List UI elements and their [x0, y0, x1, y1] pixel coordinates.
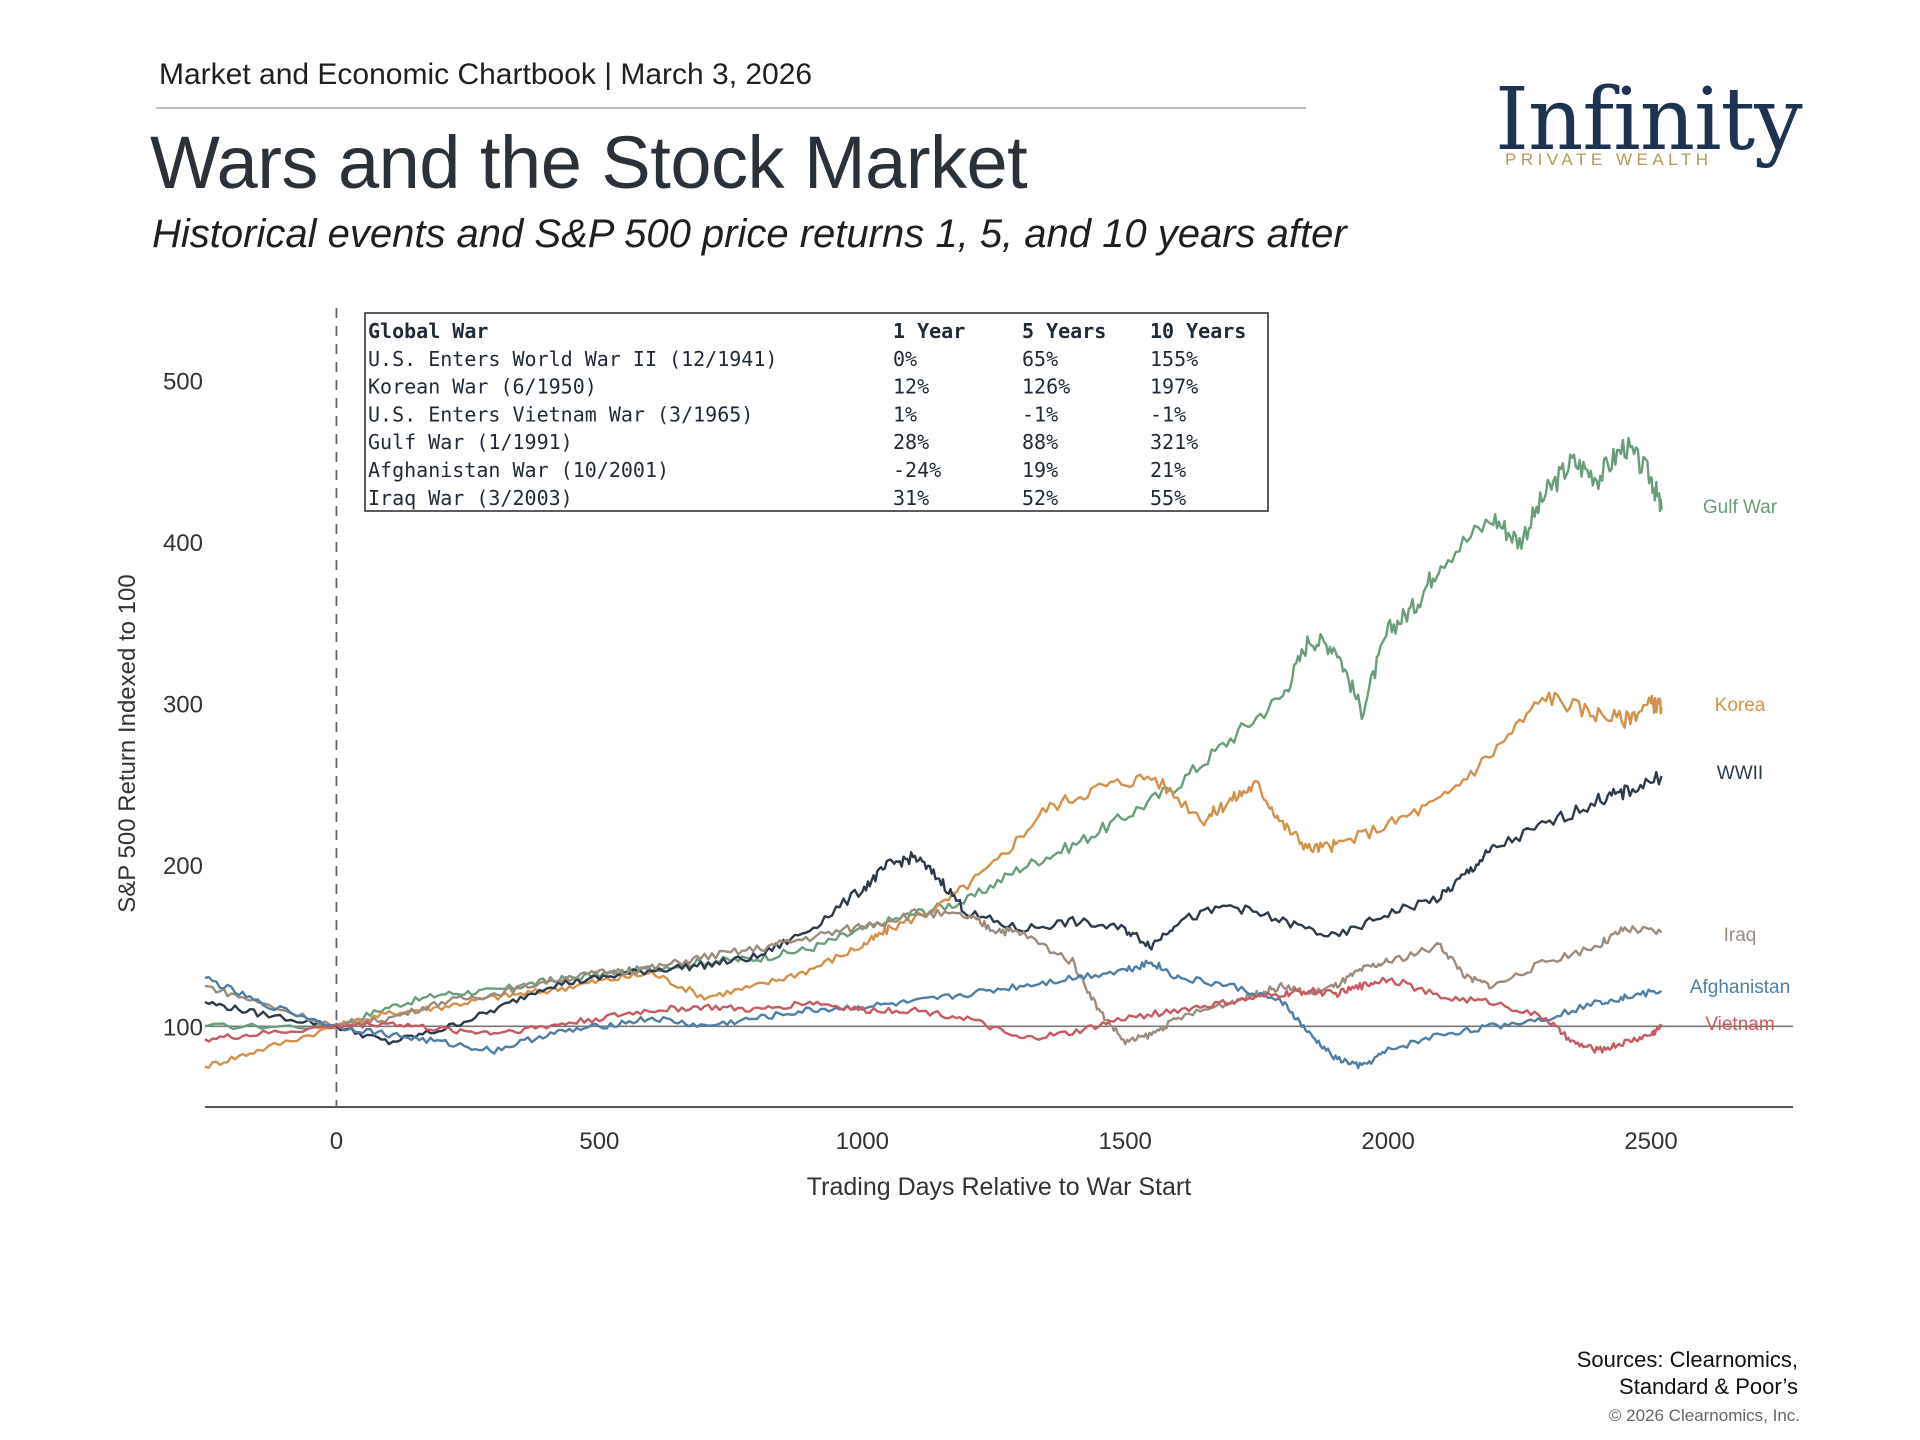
y-tick-label: 500 [163, 369, 203, 396]
x-tick-label: 1000 [836, 1128, 889, 1155]
y-tick-label: 200 [163, 853, 203, 880]
table-header-cell: 1 Year [893, 319, 965, 343]
x-tick-label: 1500 [1099, 1128, 1152, 1155]
table-war-name: U.S. Enters Vietnam War (3/1965) [368, 402, 753, 426]
table-return-cell: -24% [893, 458, 941, 482]
x-tick-label: 500 [579, 1128, 619, 1155]
x-tick-label: 2500 [1624, 1128, 1677, 1155]
table-return-cell: 155% [1150, 347, 1198, 371]
page-subtitle: Historical events and S&P 500 price retu… [152, 212, 1347, 256]
table-header-cell: Global War [368, 319, 488, 343]
table-return-cell: 55% [1150, 486, 1186, 510]
series-label-korea: Korea [1715, 695, 1766, 716]
series-line-afghanistan [204, 959, 1663, 1070]
sources-line-1: Sources: Clearnomics, [1576, 1347, 1798, 1372]
table-return-cell: 52% [1022, 486, 1058, 510]
publication-header: Market and Economic Chartbook | March 3,… [159, 58, 813, 91]
sources-line-2: Standard & Poor’s [1619, 1374, 1798, 1399]
table-return-cell: 21% [1150, 458, 1186, 482]
table-war-name: U.S. Enters World War II (12/1941) [368, 347, 777, 371]
table-war-name: Iraq War (3/2003) [368, 486, 573, 510]
summary-table-box [364, 312, 1269, 512]
series-label-afghanistan: Afghanistan [1690, 977, 1790, 998]
table-return-cell: -1% [1022, 402, 1058, 426]
y-axis-title: S&P 500 Return Indexed to 100 [114, 574, 141, 912]
table-return-cell: 19% [1022, 458, 1058, 482]
y-tick-label: 400 [163, 530, 203, 557]
series-line-iraq [204, 908, 1663, 1046]
table-return-cell: 126% [1022, 375, 1070, 399]
y-tick-label: 100 [163, 1014, 203, 1041]
series-label-vietnam: Vietnam [1705, 1014, 1774, 1035]
copyright-note: © 2026 Clearnomics, Inc. [1608, 1406, 1800, 1425]
x-tick-label: 2000 [1361, 1128, 1414, 1155]
table-return-cell: -1% [1150, 402, 1186, 426]
x-tick-label: 0 [330, 1128, 343, 1155]
table-war-name: Afghanistan War (10/2001) [368, 458, 669, 482]
series-label-iraq: Iraq [1724, 925, 1757, 946]
sources-note: Sources: Clearnomics, Standard & Poor’s [1577, 1346, 1798, 1400]
table-war-name: Gulf War (1/1991) [368, 430, 573, 454]
table-return-cell: 197% [1150, 375, 1198, 399]
table-return-cell: 31% [893, 486, 929, 510]
logo-wordmark: Infinity [1495, 70, 1803, 170]
series-line-korea [204, 691, 1663, 1070]
y-tick-label: 300 [163, 692, 203, 719]
x-axis-title: Trading Days Relative to War Start [807, 1173, 1191, 1201]
series-line-vietnam [204, 976, 1663, 1054]
table-return-cell: 321% [1150, 430, 1198, 454]
table-return-cell: 88% [1022, 430, 1058, 454]
table-return-cell: 65% [1022, 347, 1058, 371]
table-return-cell: 12% [893, 375, 929, 399]
table-header-cell: 5 Years [1022, 319, 1106, 343]
table-return-cell: 28% [893, 430, 929, 454]
series-label-wwii: WWII [1717, 763, 1763, 784]
series-line-gulf-war [204, 436, 1663, 1031]
infinity-logo: Infinity PRIVATE WEALTH [1495, 70, 1803, 180]
series-label-gulf-war: Gulf War [1703, 497, 1778, 518]
page-title: Wars and the Stock Market [150, 121, 1028, 204]
logo-subtitle: PRIVATE WEALTH [1505, 150, 1713, 169]
table-return-cell: 1% [893, 402, 917, 426]
table-header-cell: 10 Years [1150, 319, 1246, 343]
series-line-wwii [204, 770, 1663, 1046]
table-war-name: Korean War (6/1950) [368, 375, 597, 399]
table-return-cell: 0% [893, 347, 917, 371]
header-rule [156, 107, 1306, 109]
